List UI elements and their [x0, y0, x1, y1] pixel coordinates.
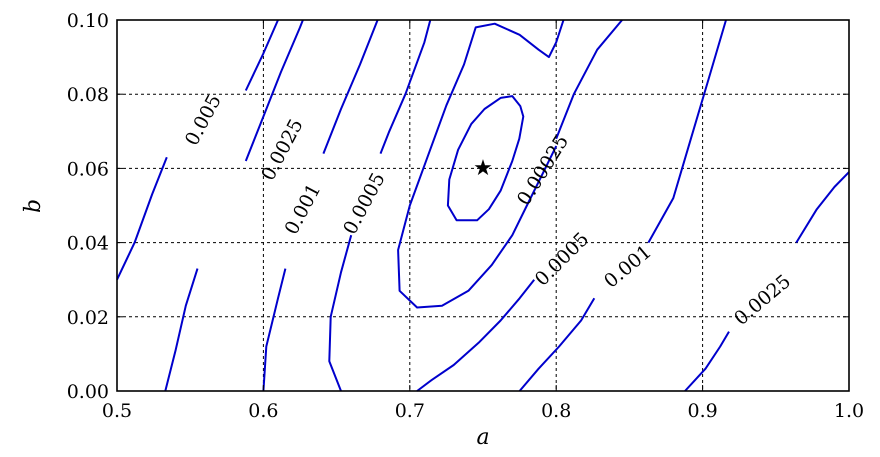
marker-layer: ★ [473, 156, 493, 181]
contour-line-0.0025 [795, 171, 850, 244]
contour-line-0.0005 [416, 279, 535, 392]
contour-line-0.0005 [397, 19, 565, 309]
contour-line-0.00025 [446, 95, 525, 222]
contour-label: 0.0025 [730, 270, 795, 330]
plot-frame [116, 19, 850, 392]
y-tick-label: 0.08 [67, 84, 109, 106]
x-tick-label: 1.0 [834, 400, 864, 422]
contour-label: 0.001 [600, 241, 656, 293]
contour-line-0.0005 [379, 19, 432, 154]
x-tick-label: 0.6 [248, 400, 278, 422]
y-tick-label: 0.04 [67, 233, 109, 255]
contour-line-0.0005 [328, 234, 353, 392]
y-tick-label: 0.06 [67, 158, 109, 180]
contour-label: 0.0025 [257, 115, 308, 184]
contour-line-0.0025 [684, 331, 730, 392]
x-tick-label: 0.9 [687, 400, 717, 422]
contour-label: 0.0005 [339, 169, 390, 238]
contour-line-0.001 [322, 19, 379, 154]
contour-line-0.001 [262, 268, 287, 392]
x-tick-label: 0.8 [541, 400, 571, 422]
contour-line-0.0005 [555, 19, 623, 140]
x-tick-label: 0.5 [102, 400, 132, 422]
y-tick-label: 0.10 [67, 10, 109, 32]
contour-line-0.005 [244, 19, 279, 91]
y-tick-label: 0.02 [67, 307, 109, 329]
x-tick-label: 0.7 [395, 400, 425, 422]
contour-label: 0.001 [280, 180, 325, 238]
y-tick-label: 0.00 [67, 381, 109, 403]
y-axis-label: b [21, 199, 46, 213]
contour-line-0.0025 [164, 268, 199, 392]
x-axis-label: a [476, 425, 489, 450]
contour-label: 0.005 [181, 91, 226, 149]
tick-layer: 0.5 0.6 0.7 0.8 0.9 1.0 0.00 0.02 0.04 0.06 0.08 0.… [67, 10, 864, 422]
contour-label: 0.00025 [513, 131, 573, 209]
contour-line-0.001 [518, 297, 596, 392]
contour-line-0.005 [116, 156, 168, 281]
optimum-star-marker: ★ [473, 156, 493, 181]
contour-line-0.001 [647, 19, 727, 244]
contour-layer [116, 19, 850, 392]
grid-layer [117, 20, 849, 391]
contour-label: 0.0005 [531, 228, 594, 291]
contour-line-0.0025 [244, 19, 304, 162]
